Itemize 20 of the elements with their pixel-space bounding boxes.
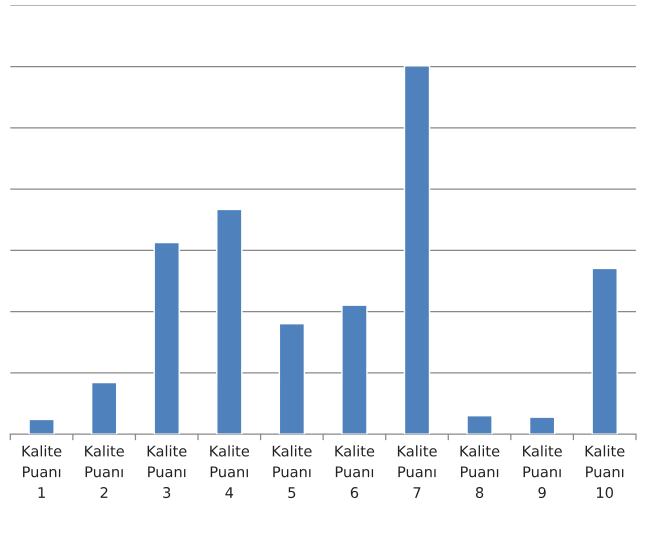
bar [90,382,118,434]
bar [404,65,430,434]
x-tick-label: Kalite Puanı 5 [272,445,312,498]
bar [591,268,618,434]
bar [466,415,493,434]
x-tick-label: Kalite Puanı 3 [148,445,186,498]
x-tick-label: Kalite Puanı 6 [335,445,374,498]
x-tick-label: Kalite Puanı 9 [523,445,562,498]
bar [216,208,243,434]
x-tick-label: Kalite Puanı 8 [460,445,500,498]
x-tick-label: Kalite Puanı 2 [85,445,124,498]
bar [28,418,55,434]
bar [154,242,180,434]
bar [341,304,368,434]
x-tick-label: Kalite Puanı 1 [22,445,62,498]
bar [278,322,306,434]
bar [528,416,556,434]
x-tick-label: Kalite Puanı 10 [586,445,624,498]
x-tick-label: Kalite Puanı 7 [398,445,437,498]
x-tick-label: Kalite Puanı 4 [210,445,250,498]
